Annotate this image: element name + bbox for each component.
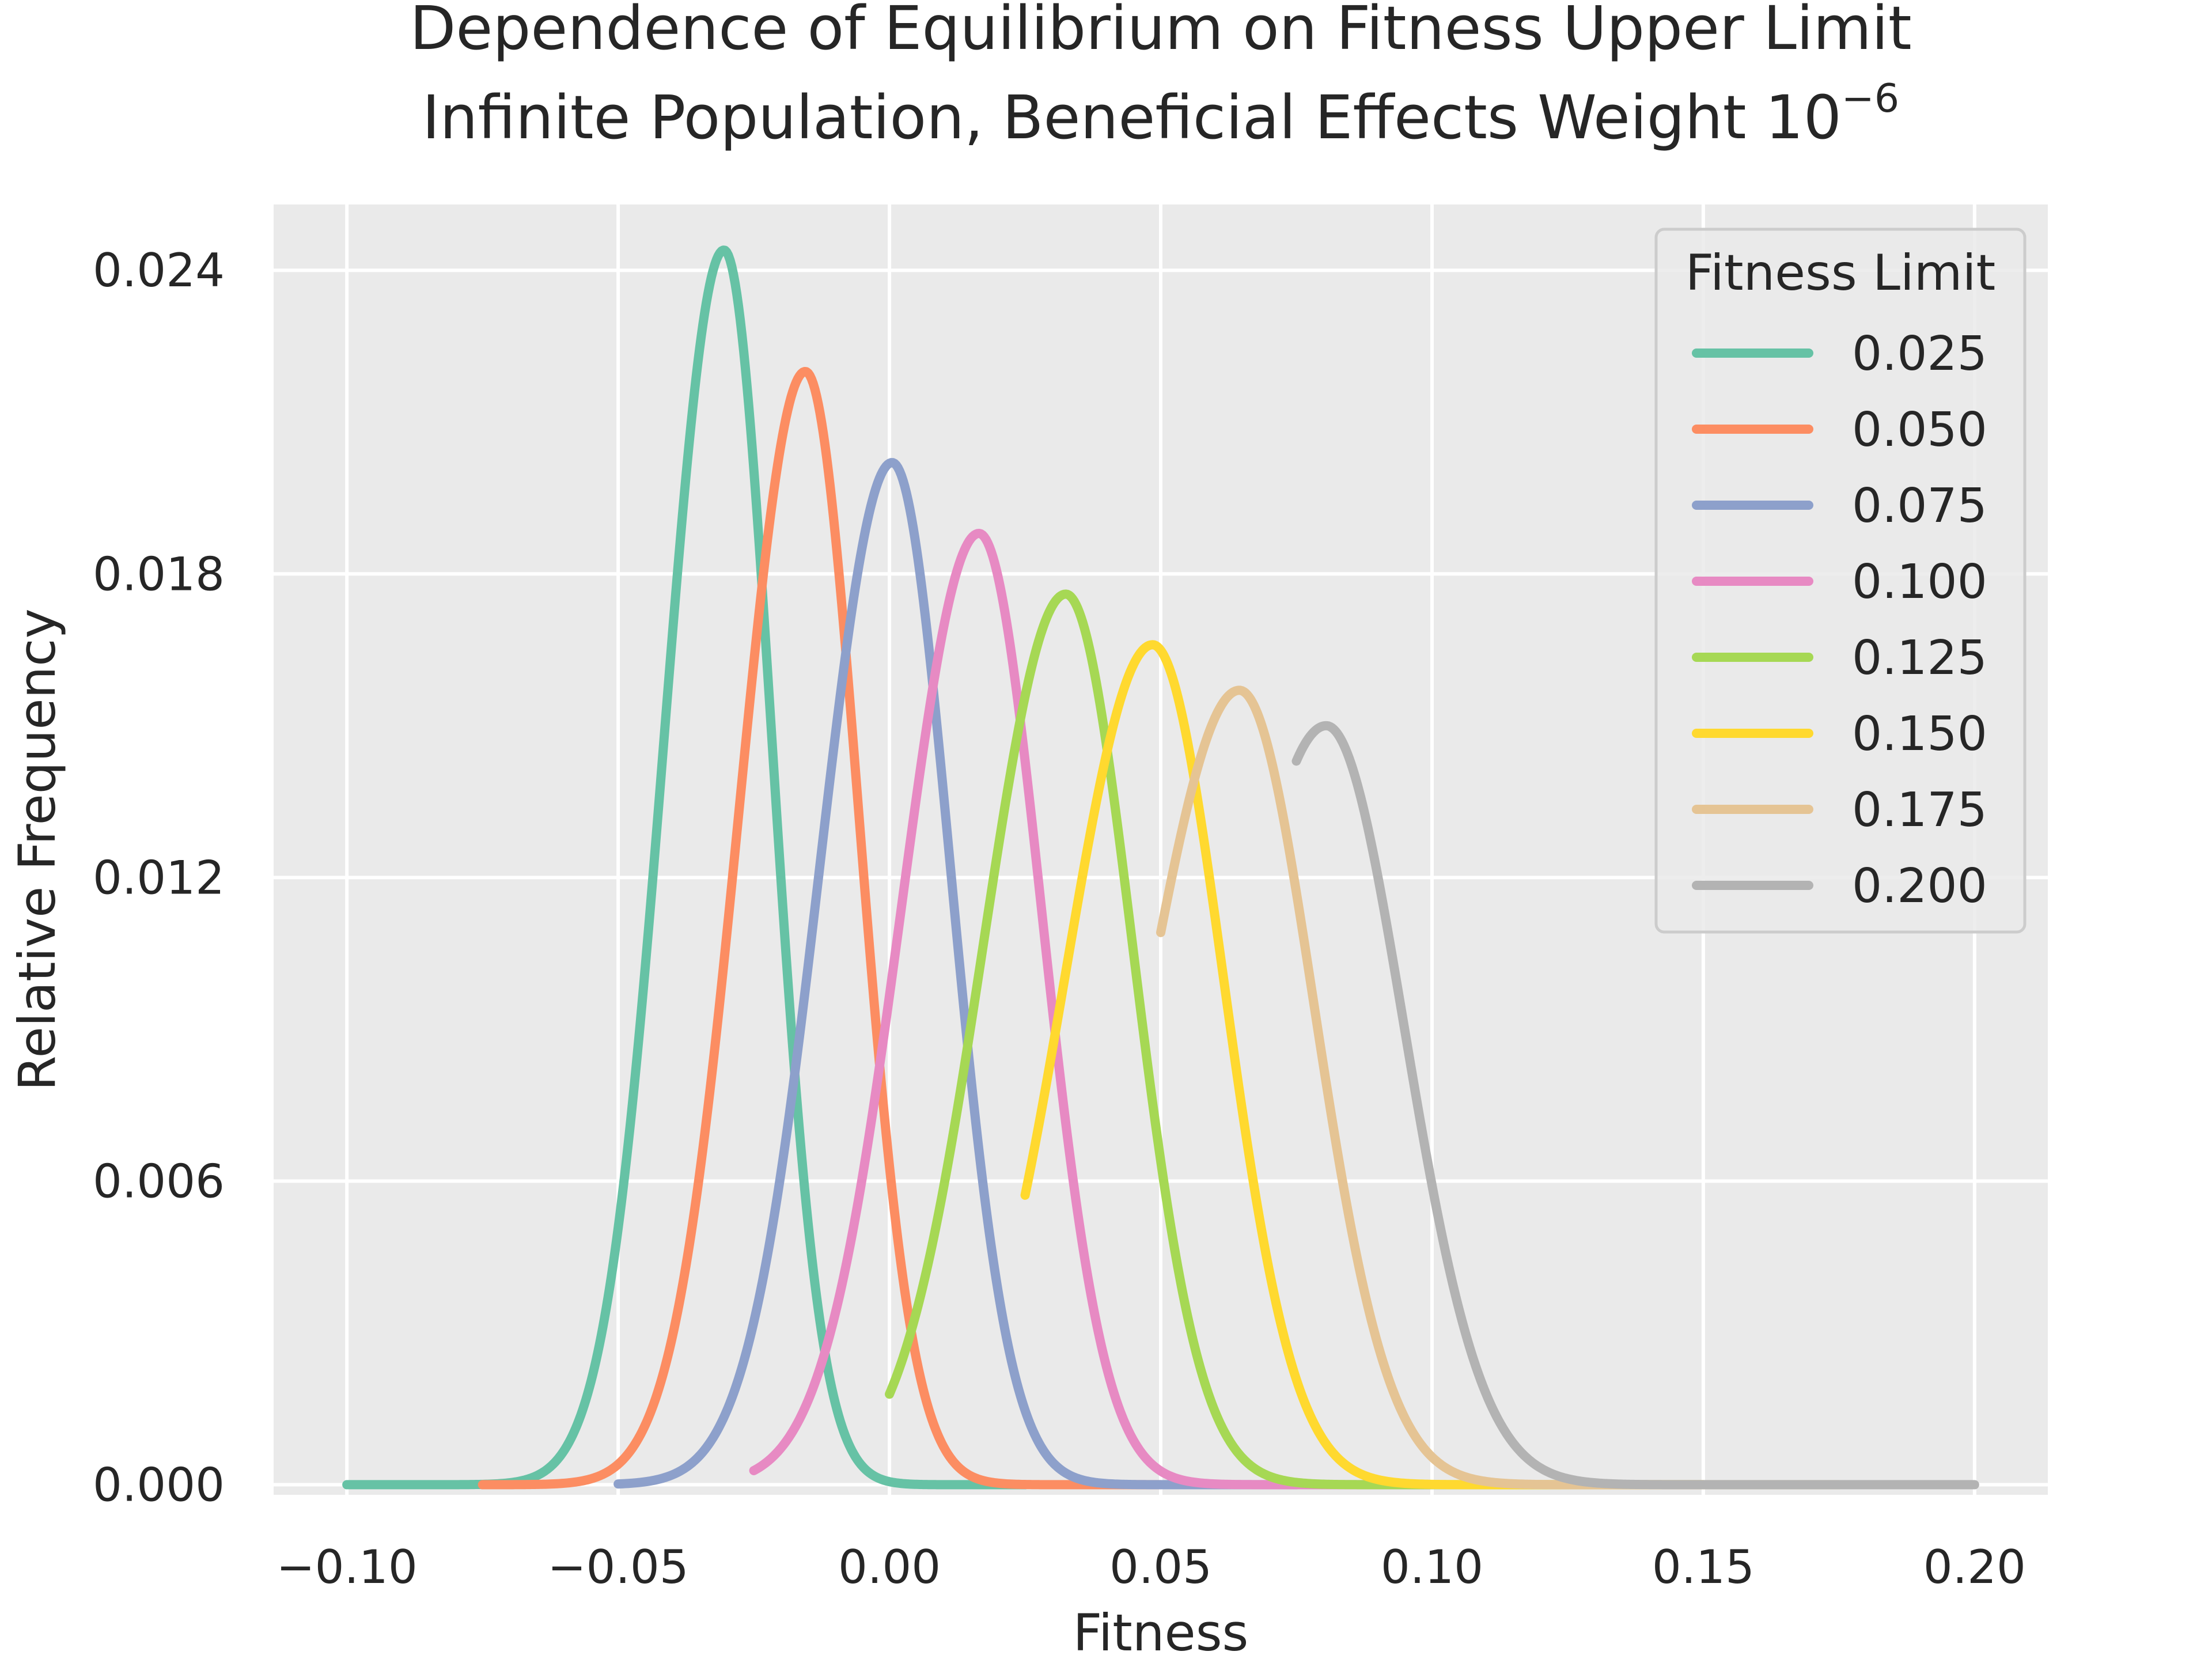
x-tick-label: 0.20 — [1923, 1540, 2026, 1594]
legend-label-0.075: 0.075 — [1852, 479, 1987, 533]
chart-title-exponent: −6 — [1842, 76, 1899, 122]
chart-title-line-2-text: Infinite Population, Beneficial Effects … — [422, 82, 1842, 153]
chart-title-line-2: Infinite Population, Beneficial Effects … — [422, 76, 1899, 153]
legend-label-0.100: 0.100 — [1852, 555, 1987, 609]
legend-label-0.050: 0.050 — [1852, 403, 1987, 457]
y-tick-label: 0.000 — [93, 1458, 225, 1512]
legend-label-0.175: 0.175 — [1852, 783, 1987, 838]
axis-ticks: −0.10 −0.05 0.00 0.05 0.10 0.15 0.20 0.000 0.006… — [93, 244, 2026, 1594]
x-tick-label: −0.05 — [548, 1540, 689, 1594]
y-tick-label: 0.018 — [93, 547, 225, 601]
legend-label-0.125: 0.125 — [1852, 631, 1987, 685]
legend: Fitness Limit 0.0250.0500.0750.1000.1250… — [1654, 228, 2027, 934]
chart-title-line-1: Dependence of Equilibrium on Fitness Upp… — [410, 0, 1911, 63]
x-tick-label: 0.00 — [838, 1540, 941, 1594]
y-tick-label: 0.006 — [93, 1154, 225, 1208]
data-series — [342, 245, 1979, 1490]
legend-label-0.150: 0.150 — [1852, 707, 1987, 762]
x-tick-label: −0.10 — [276, 1540, 418, 1594]
legend-title: Fitness Limit — [1685, 244, 1995, 302]
series-line-0.050 — [478, 366, 1165, 1490]
x-tick-label: 0.10 — [1381, 1540, 1483, 1594]
series-line-0.200 — [1291, 721, 1979, 1490]
legend-label-0.200: 0.200 — [1852, 859, 1987, 914]
x-tick-label: 0.05 — [1109, 1540, 1212, 1594]
legend-entries: 0.025 0.050 0.075 0.100 0.125 0.150 0.175 0.200 — [1692, 327, 1987, 914]
legend-box — [1654, 228, 2027, 934]
y-tick-label: 0.012 — [93, 851, 225, 904]
y-axis-label: Relative Frequency — [7, 608, 67, 1090]
x-axis-label: Fitness — [1073, 1603, 1249, 1659]
x-tick-label: 0.15 — [1652, 1540, 1755, 1594]
legend-label-0.025: 0.025 — [1852, 327, 1987, 381]
series-line-0.025 — [342, 245, 1030, 1490]
y-tick-label: 0.024 — [93, 244, 225, 297]
